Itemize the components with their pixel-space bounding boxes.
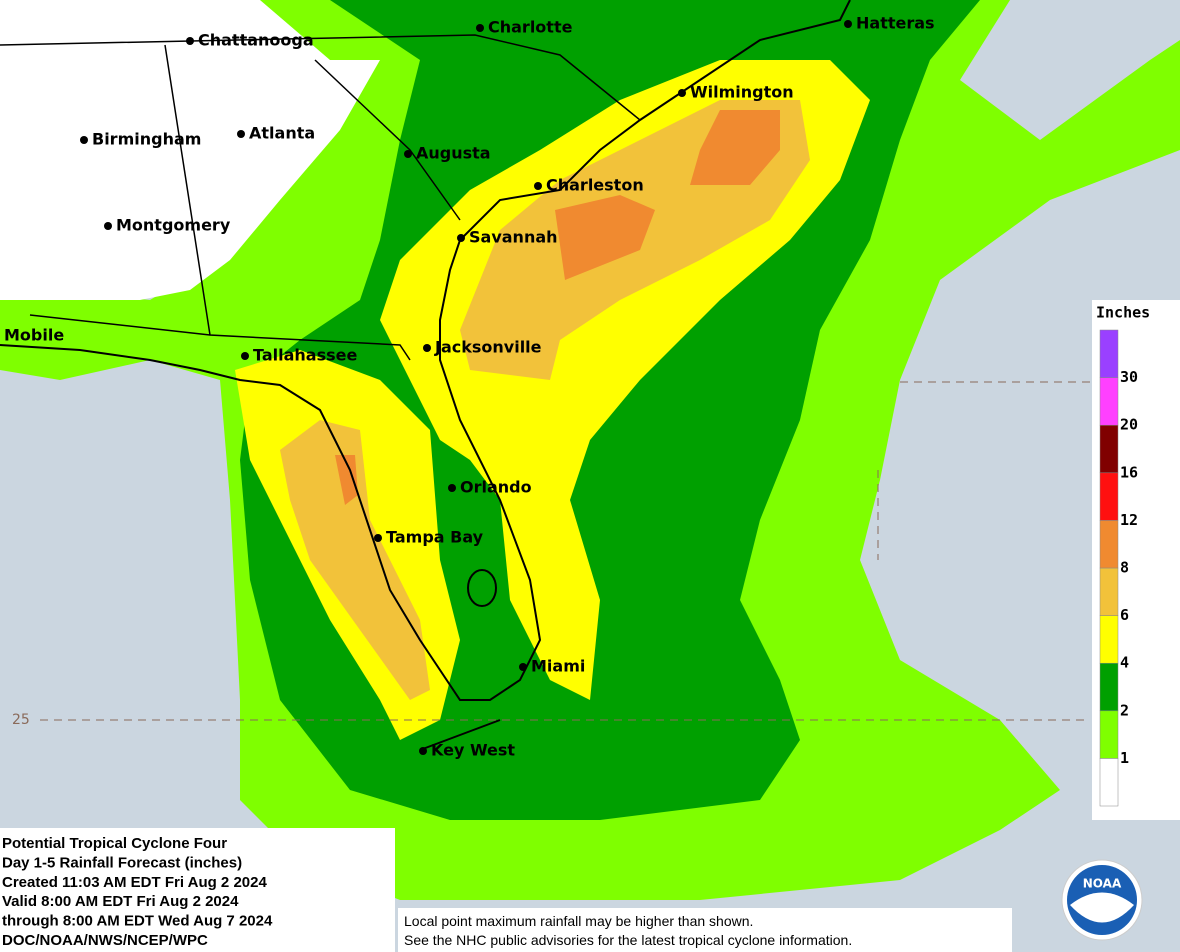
city-dot (241, 352, 249, 360)
city-label: Hatteras (856, 14, 935, 33)
logo-bird (1070, 892, 1134, 923)
legend-tick: 1 (1120, 749, 1129, 767)
info-line: Created 11:03 AM EDT Fri Aug 2 2024 (2, 874, 267, 891)
city-dot (80, 136, 88, 144)
legend-swatch (1099, 567, 1119, 616)
city-label: Tampa Bay (386, 528, 484, 547)
city-dot (476, 24, 484, 32)
legend-swatch (1099, 472, 1119, 521)
grid (40, 381, 1090, 721)
city-dot (374, 534, 382, 542)
info-line: Day 1-5 Rainfall Forecast (inches) (2, 854, 242, 871)
logo-text: NOAA (1083, 877, 1122, 891)
city-dot (457, 234, 465, 242)
legend-swatch (1099, 615, 1119, 664)
info-line: Potential Tropical Cyclone Four (2, 835, 227, 852)
info-line: DOC/NOAA/NWS/NCEP/WPC (2, 932, 208, 949)
disclaimer-line: Local point maximum rainfall may be high… (404, 913, 753, 929)
legend-swatch (1099, 758, 1119, 807)
city-label: Savannah (469, 228, 558, 247)
cities: Chattanooga Charlotte Hatteras Wilmington Bi… (4, 14, 935, 760)
city-label: Birmingham (92, 130, 201, 149)
legend-swatch (1099, 710, 1119, 759)
legend-swatch (1099, 662, 1119, 712)
legend-swatch (1099, 520, 1119, 569)
city-dot (419, 747, 427, 755)
info-line: Valid 8:00 AM EDT Fri Aug 2 2024 (2, 893, 239, 910)
city-dot (448, 484, 456, 492)
city-dot (104, 222, 112, 230)
city-dot (519, 663, 527, 671)
city-label: Key West (431, 741, 515, 760)
info-box (0, 828, 395, 952)
legend-tick: 8 (1120, 559, 1129, 577)
city-dot (678, 89, 686, 97)
legend-swatch (1099, 424, 1119, 474)
disclaimer-box (398, 908, 1012, 952)
rain-6in (280, 100, 810, 700)
city-label: Charlotte (488, 18, 573, 37)
coastline (0, 0, 851, 751)
city-dot (844, 20, 852, 28)
city-dot (423, 344, 431, 352)
rain-8in (335, 110, 780, 505)
legend-tick: 16 (1120, 463, 1138, 481)
city-label: Charleston (546, 176, 644, 195)
legend-swatch (1099, 377, 1119, 426)
city-label: Mobile (4, 326, 64, 345)
city-dot (237, 130, 245, 138)
legend-tick: 2 (1120, 701, 1129, 719)
land (0, 0, 380, 300)
legend-tick: 12 (1120, 511, 1138, 529)
disclaimer-line: See the NHC public advisories for the la… (404, 932, 852, 948)
state-borders (0, 34, 641, 361)
city-label: Montgomery (116, 216, 231, 235)
grid-label: 25 (12, 712, 30, 728)
legend-tick: 4 (1120, 654, 1129, 672)
city-label: Miami (531, 657, 585, 676)
legend-tick: 6 (1120, 606, 1129, 624)
city-label: Wilmington (690, 83, 794, 102)
boundaries (0, 0, 851, 751)
legend-swatch (1099, 329, 1119, 378)
info: Potential Tropical Cyclone Four Day 1-5 R… (2, 835, 273, 949)
city-dot (186, 37, 194, 45)
legend-tick: 30 (1120, 368, 1138, 386)
city-label: Augusta (416, 144, 491, 163)
city-dot (534, 182, 542, 190)
legend-title: Inches (1096, 304, 1150, 322)
city-label: Jacksonville (434, 338, 542, 357)
lake (467, 569, 497, 607)
city-label: Chattanooga (198, 31, 314, 50)
info-line: through 8:00 AM EDT Wed Aug 7 2024 (2, 913, 273, 930)
city-label: Tallahassee (253, 346, 358, 365)
city-dot (404, 150, 412, 158)
legend-tick: 20 (1120, 416, 1138, 434)
disclaimer: Local point maximum rainfall may be high… (404, 913, 852, 948)
city-label: Atlanta (249, 124, 315, 143)
city-label: Orlando (460, 478, 532, 497)
